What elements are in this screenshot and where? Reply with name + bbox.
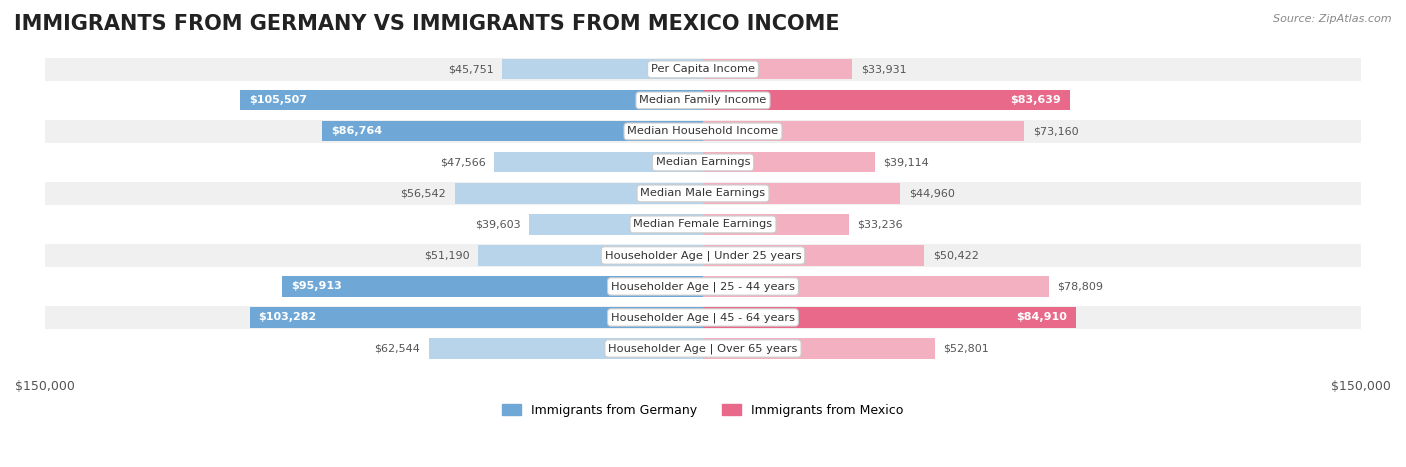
Text: $83,639: $83,639 (1011, 95, 1062, 106)
Text: $39,603: $39,603 (475, 219, 520, 229)
Bar (45, 244, 1361, 267)
Bar (240, 90, 703, 111)
Bar (45, 337, 1361, 360)
Text: $78,809: $78,809 (1057, 282, 1104, 291)
Bar (703, 339, 935, 359)
Text: $52,801: $52,801 (943, 343, 990, 354)
Text: Median Male Earnings: Median Male Earnings (641, 188, 765, 198)
Text: IMMIGRANTS FROM GERMANY VS IMMIGRANTS FROM MEXICO INCOME: IMMIGRANTS FROM GERMANY VS IMMIGRANTS FR… (14, 14, 839, 34)
Bar (478, 245, 703, 266)
Bar (502, 59, 703, 79)
Bar (45, 306, 1361, 329)
Bar (529, 214, 703, 234)
Text: Median Earnings: Median Earnings (655, 157, 751, 168)
Text: $39,114: $39,114 (883, 157, 929, 168)
Text: $95,913: $95,913 (291, 282, 342, 291)
Text: Source: ZipAtlas.com: Source: ZipAtlas.com (1274, 14, 1392, 24)
Bar (703, 184, 900, 204)
Text: $86,764: $86,764 (332, 127, 382, 136)
Text: $33,931: $33,931 (860, 64, 907, 74)
Bar (703, 152, 875, 172)
Bar (429, 339, 703, 359)
Legend: Immigrants from Germany, Immigrants from Mexico: Immigrants from Germany, Immigrants from… (498, 399, 908, 422)
Text: Median Female Earnings: Median Female Earnings (634, 219, 772, 229)
Text: $56,542: $56,542 (401, 188, 446, 198)
Bar (703, 121, 1024, 142)
Text: $62,544: $62,544 (374, 343, 420, 354)
Text: $103,282: $103,282 (259, 312, 316, 322)
Text: Householder Age | 25 - 44 years: Householder Age | 25 - 44 years (612, 281, 794, 292)
Bar (456, 184, 703, 204)
Text: $84,910: $84,910 (1017, 312, 1067, 322)
Bar (283, 276, 703, 297)
Text: Householder Age | Over 65 years: Householder Age | Over 65 years (609, 343, 797, 354)
Text: Per Capita Income: Per Capita Income (651, 64, 755, 74)
Text: $73,160: $73,160 (1033, 127, 1078, 136)
Bar (322, 121, 703, 142)
Text: $51,190: $51,190 (425, 250, 470, 261)
Text: $47,566: $47,566 (440, 157, 485, 168)
Bar (45, 213, 1361, 236)
Bar (495, 152, 703, 172)
Bar (703, 214, 849, 234)
Text: $50,422: $50,422 (934, 250, 979, 261)
Bar (45, 120, 1361, 143)
Text: Householder Age | Under 25 years: Householder Age | Under 25 years (605, 250, 801, 261)
Text: $33,236: $33,236 (858, 219, 903, 229)
Text: Median Household Income: Median Household Income (627, 127, 779, 136)
Text: Householder Age | 45 - 64 years: Householder Age | 45 - 64 years (612, 312, 794, 323)
Bar (45, 58, 1361, 81)
Text: Median Family Income: Median Family Income (640, 95, 766, 106)
Bar (703, 245, 924, 266)
Text: $44,960: $44,960 (910, 188, 955, 198)
Bar (703, 307, 1076, 327)
Bar (45, 182, 1361, 205)
Bar (703, 276, 1049, 297)
Bar (703, 59, 852, 79)
Text: $105,507: $105,507 (249, 95, 307, 106)
Bar (250, 307, 703, 327)
Bar (45, 89, 1361, 112)
Bar (45, 275, 1361, 298)
Bar (45, 151, 1361, 174)
Bar (703, 90, 1070, 111)
Text: $45,751: $45,751 (447, 64, 494, 74)
